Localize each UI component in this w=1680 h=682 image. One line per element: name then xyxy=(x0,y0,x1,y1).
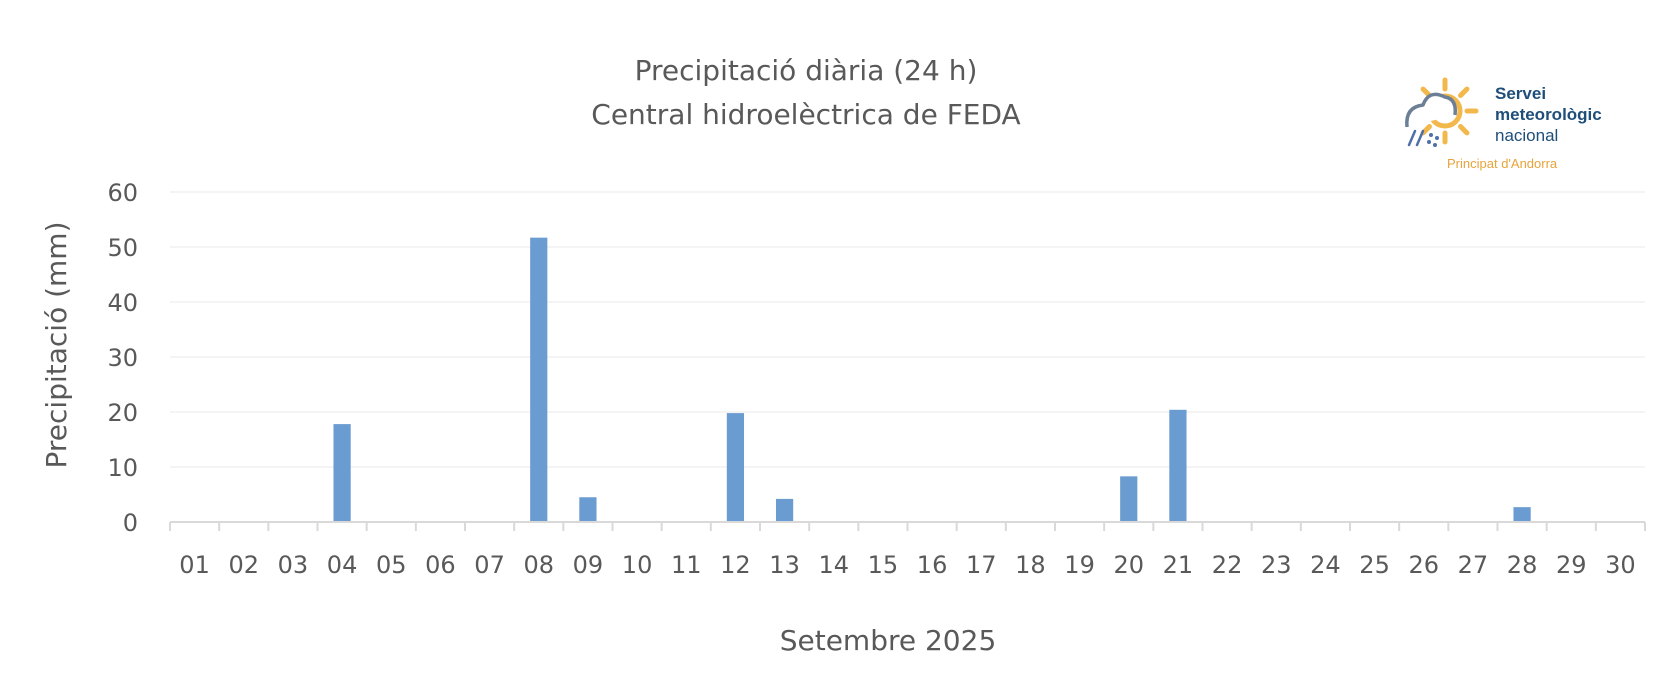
x-tick-label: 17 xyxy=(966,551,997,579)
bar-28 xyxy=(1513,507,1531,522)
bar-12 xyxy=(726,413,745,522)
x-axis-title: Setembre 2025 xyxy=(780,624,997,657)
x-tick-label: 15 xyxy=(868,551,899,579)
y-axis-ticks: 0 10 20 30 40 50 60 xyxy=(107,179,138,537)
x-tick-label: 06 xyxy=(425,551,456,579)
x-tick-label: 03 xyxy=(278,551,309,579)
x-tick-label: 05 xyxy=(376,551,407,579)
x-tick-label: 30 xyxy=(1605,551,1636,579)
x-tick-label: 23 xyxy=(1261,551,1292,579)
x-axis: 01 02 03 04 05 06 07 08 09 10 11 12 13 14 15 16 17 18 19 20… xyxy=(169,521,1646,579)
chart-title: Precipitació diària (24 h) xyxy=(635,54,978,87)
bars xyxy=(333,237,1531,522)
x-tick-label: 13 xyxy=(769,551,800,579)
x-tick-label: 29 xyxy=(1556,551,1587,579)
x-tick-label: 10 xyxy=(622,551,653,579)
x-tick-label: 07 xyxy=(474,551,505,579)
x-tick-label: 20 xyxy=(1113,551,1144,579)
y-tick-label: 30 xyxy=(107,344,138,372)
x-tick-label: 02 xyxy=(228,551,259,579)
bar-09 xyxy=(579,497,597,522)
y-tick-label: 60 xyxy=(107,179,138,207)
logo-line-2: meteorològic xyxy=(1495,105,1602,124)
x-tick-label: 19 xyxy=(1064,551,1095,579)
x-tick-label: 25 xyxy=(1359,551,1390,579)
chart-subtitle: Central hidroelèctrica de FEDA xyxy=(591,98,1020,131)
x-tick-label: 22 xyxy=(1212,551,1243,579)
logo-line-3: nacional xyxy=(1495,126,1558,145)
x-tick-label: 27 xyxy=(1458,551,1489,579)
bar-08 xyxy=(530,237,548,522)
x-tick-label: 08 xyxy=(523,551,554,579)
y-tick-label: 20 xyxy=(107,399,138,427)
x-tick-label: 12 xyxy=(720,551,751,579)
x-tick-label: 18 xyxy=(1015,551,1046,579)
y-tick-label: 40 xyxy=(107,289,138,317)
x-tick-label: 14 xyxy=(818,551,849,579)
x-tick-label: 09 xyxy=(573,551,604,579)
x-tick-label: 11 xyxy=(671,551,702,579)
x-tick-label: 21 xyxy=(1163,551,1194,579)
sun-cloud-icon xyxy=(1405,77,1479,147)
logo-subline: Principat d'Andorra xyxy=(1447,156,1558,171)
bar-04 xyxy=(333,424,351,522)
x-tick-label: 26 xyxy=(1408,551,1439,579)
x-tick-label: 16 xyxy=(917,551,948,579)
y-tick-label: 10 xyxy=(107,454,138,482)
bar-13 xyxy=(775,498,794,522)
x-tick-label: 01 xyxy=(179,551,210,579)
logo-line-1: Servei xyxy=(1495,84,1546,103)
x-tick-label: 04 xyxy=(327,551,358,579)
y-tick-label: 0 xyxy=(123,509,138,537)
x-tick-label: 24 xyxy=(1310,551,1341,579)
gridlines xyxy=(170,191,1645,468)
bar-20 xyxy=(1120,476,1138,522)
x-tick-label: 28 xyxy=(1507,551,1538,579)
y-axis-title: Precipitació (mm) xyxy=(40,222,73,469)
bar-21 xyxy=(1169,409,1187,522)
smn-logo: Servei meteorològic nacional Principat d… xyxy=(1405,77,1602,171)
y-tick-label: 50 xyxy=(107,234,138,262)
